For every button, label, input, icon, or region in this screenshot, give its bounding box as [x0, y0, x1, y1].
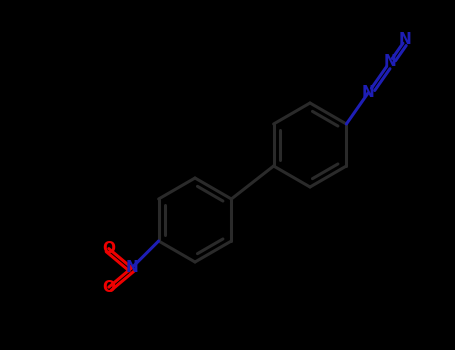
Text: N: N — [362, 85, 374, 100]
Text: N: N — [126, 260, 138, 275]
Text: O: O — [102, 280, 115, 295]
Text: N: N — [399, 33, 412, 48]
Text: O: O — [102, 241, 115, 256]
Text: N: N — [384, 54, 396, 69]
